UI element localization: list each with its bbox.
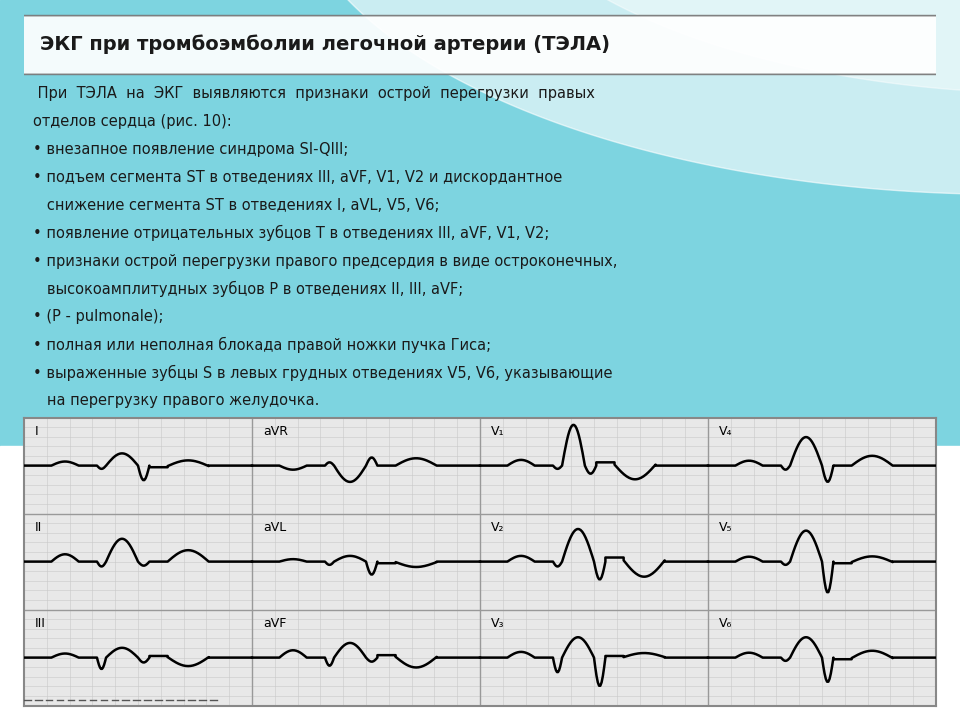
Text: отделов сердца (рис. 10):: отделов сердца (рис. 10):	[33, 114, 232, 129]
Text: на перегрузку правого желудочка.: на перегрузку правого желудочка.	[33, 393, 320, 408]
Text: aVR: aVR	[263, 425, 288, 438]
Text: III: III	[35, 617, 46, 630]
Text: V₁: V₁	[491, 425, 504, 438]
Text: • внезапное появление синдрома SI-QIII;: • внезапное появление синдрома SI-QIII;	[33, 142, 348, 157]
Text: I: I	[35, 425, 38, 438]
Text: V₆: V₆	[719, 617, 732, 630]
Text: V₂: V₂	[491, 521, 504, 534]
Text: высокоамплитудных зубцов Р в отведениях II, III, aVF;: высокоамплитудных зубцов Р в отведениях …	[33, 281, 464, 297]
Text: V₃: V₃	[491, 617, 504, 630]
Text: • выраженные зубцы S в левых грудных отведениях V5, V6, указывающие: • выраженные зубцы S в левых грудных отв…	[33, 364, 612, 381]
Text: • появление отрицательных зубцов Т в отведениях III, aVF, V1, V2;: • появление отрицательных зубцов Т в отв…	[33, 225, 549, 241]
Text: При  ТЭЛА  на  ЭКГ  выявляются  признаки  острой  перегрузки  правых: При ТЭЛА на ЭКГ выявляются признаки остр…	[33, 86, 595, 102]
FancyBboxPatch shape	[0, 16, 960, 74]
Bar	[0, 0, 960, 446]
Text: ЭКГ при тромбоэмболии легочной артерии (ТЭЛА): ЭКГ при тромбоэмболии легочной артерии (…	[40, 34, 611, 53]
Text: • признаки острой перегрузки правого предсердия в виде остроконечных,: • признаки острой перегрузки правого пре…	[33, 253, 617, 269]
Text: aVF: aVF	[263, 617, 286, 630]
Text: • подъем сегмента ST в отведениях III, aVF, V1, V2 и дискордантное: • подъем сегмента ST в отведениях III, a…	[33, 170, 563, 185]
Text: V₅: V₅	[719, 521, 732, 534]
Polygon shape	[288, 0, 960, 194]
Text: • полная или неполная блокада правой ножки пучка Гиса;: • полная или неполная блокада правой нож…	[33, 337, 492, 353]
Bar	[0, 446, 960, 720]
Text: снижение сегмента ST в отведениях I, aVL, V5, V6;: снижение сегмента ST в отведениях I, aVL…	[33, 198, 440, 213]
Text: II: II	[35, 521, 42, 534]
Text: • (P - pulmonale);: • (P - pulmonale);	[33, 310, 163, 325]
Text: aVL: aVL	[263, 521, 286, 534]
Polygon shape	[480, 0, 960, 94]
Text: V₄: V₄	[719, 425, 732, 438]
